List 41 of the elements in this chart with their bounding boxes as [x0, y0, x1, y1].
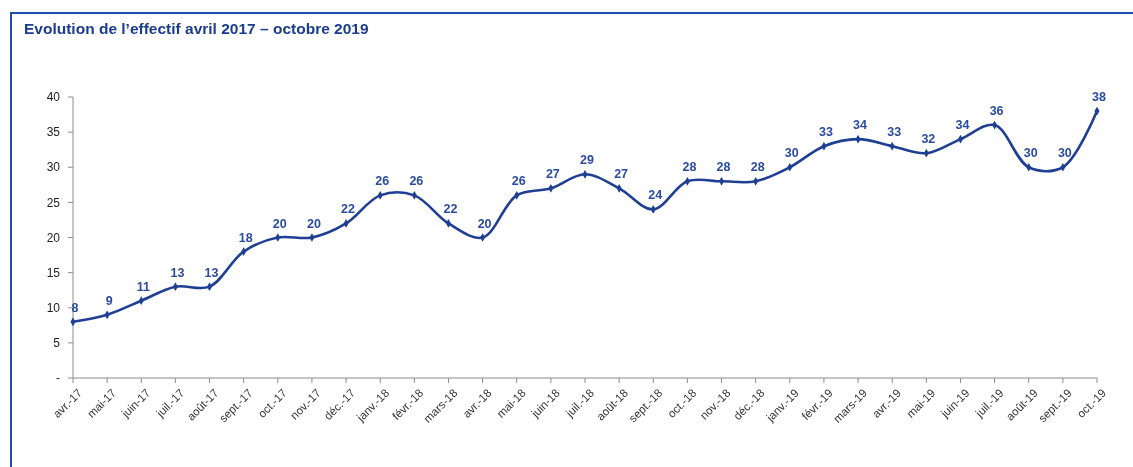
data-label: 33 [818, 125, 833, 140]
y-tick-label: - [56, 371, 60, 386]
data-label: 20 [272, 216, 287, 231]
data-label: 34 [853, 118, 868, 133]
chart-title: Evolution de l’effectif avril 2017 – octobre 2019 [24, 20, 369, 37]
data-label: 33 [887, 125, 902, 140]
data-label: 34 [955, 118, 970, 133]
data-label: 11 [136, 279, 150, 294]
y-tick-label: 5 [53, 336, 61, 351]
data-label: 28 [682, 160, 697, 175]
data-label: 28 [750, 160, 765, 175]
y-tick-label: 25 [46, 195, 61, 210]
data-label: 20 [306, 216, 321, 231]
y-tick-label: 30 [46, 160, 61, 175]
y-tick-label: 10 [46, 300, 61, 315]
y-tick-label: 35 [46, 125, 61, 140]
data-label: 20 [477, 216, 492, 231]
data-label: 22 [341, 202, 356, 217]
data-label: 24 [648, 188, 663, 203]
data-label: 32 [921, 132, 936, 147]
data-label: 26 [511, 174, 526, 189]
data-label: 26 [409, 174, 424, 189]
data-label: 13 [170, 265, 185, 280]
data-label: 27 [545, 167, 560, 182]
data-label: 9 [105, 293, 113, 308]
data-label: 27 [614, 167, 629, 182]
data-label: 36 [989, 104, 1004, 119]
data-label: 18 [238, 230, 253, 245]
data-label: 30 [1057, 146, 1072, 161]
data-label: 22 [443, 202, 458, 217]
data-label: 26 [375, 174, 390, 189]
data-label: 30 [1023, 146, 1038, 161]
y-tick-label: 15 [46, 265, 61, 280]
data-label: 28 [716, 160, 731, 175]
data-label: 30 [784, 146, 799, 161]
y-tick-label: 20 [46, 230, 61, 245]
data-label: 38 [1092, 90, 1106, 105]
data-label: 29 [580, 153, 594, 168]
y-tick-label: 40 [46, 90, 61, 105]
data-label: 13 [204, 265, 219, 280]
data-label: 8 [71, 300, 79, 315]
